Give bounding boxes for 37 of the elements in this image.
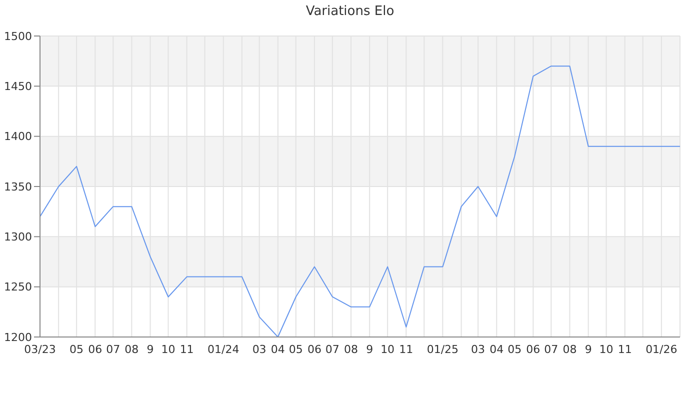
x-tick-label: 10 <box>380 342 395 356</box>
x-tick-label: 08 <box>124 342 139 356</box>
x-tick-label: 10 <box>599 342 614 356</box>
x-tick-label: 06 <box>526 342 540 356</box>
y-tick-label: 1500 <box>4 30 32 43</box>
x-tick-label: 01/25 <box>426 342 459 356</box>
x-tick-label: 08 <box>344 342 358 356</box>
x-tick-label: 07 <box>106 342 120 356</box>
chart-title: Variations Elo <box>304 4 396 19</box>
x-tick-label: 06 <box>88 342 102 356</box>
x-tick-label: 05 <box>508 342 522 356</box>
x-tick-label: 01/26 <box>646 342 678 356</box>
y-tick-label: 1200 <box>4 330 32 344</box>
x-tick-label: 03 <box>471 342 486 356</box>
x-tick-label: 05 <box>70 342 84 356</box>
y-tick-label: 1400 <box>4 130 32 144</box>
x-tick-label: 03/23 <box>24 342 56 356</box>
x-tick-label: 07 <box>544 342 558 356</box>
x-tick-label: 9 <box>146 342 154 356</box>
x-tick-label: 9 <box>366 342 374 356</box>
x-tick-label: 04 <box>270 342 285 356</box>
x-tick-label: 07 <box>325 342 340 356</box>
x-tick-label: 05 <box>288 342 303 356</box>
x-tick-label: 03 <box>252 342 266 356</box>
x-tick-label: 04 <box>490 342 504 356</box>
x-tick-label: 9 <box>584 342 592 356</box>
y-tick-label: 1300 <box>4 230 32 244</box>
y-tick-label: 1450 <box>4 80 32 94</box>
y-tick-label: 1350 <box>4 180 32 194</box>
x-tick-label: 10 <box>161 342 176 356</box>
x-tick-label: 08 <box>562 342 577 356</box>
x-tick-label: 01/24 <box>208 342 240 356</box>
x-tick-label: 11 <box>399 342 414 356</box>
x-tick-label: 11 <box>180 342 194 356</box>
x-tick-label: 06 <box>307 342 322 356</box>
x-tick-label: 11 <box>618 342 632 356</box>
y-tick-label: 1250 <box>4 280 32 294</box>
